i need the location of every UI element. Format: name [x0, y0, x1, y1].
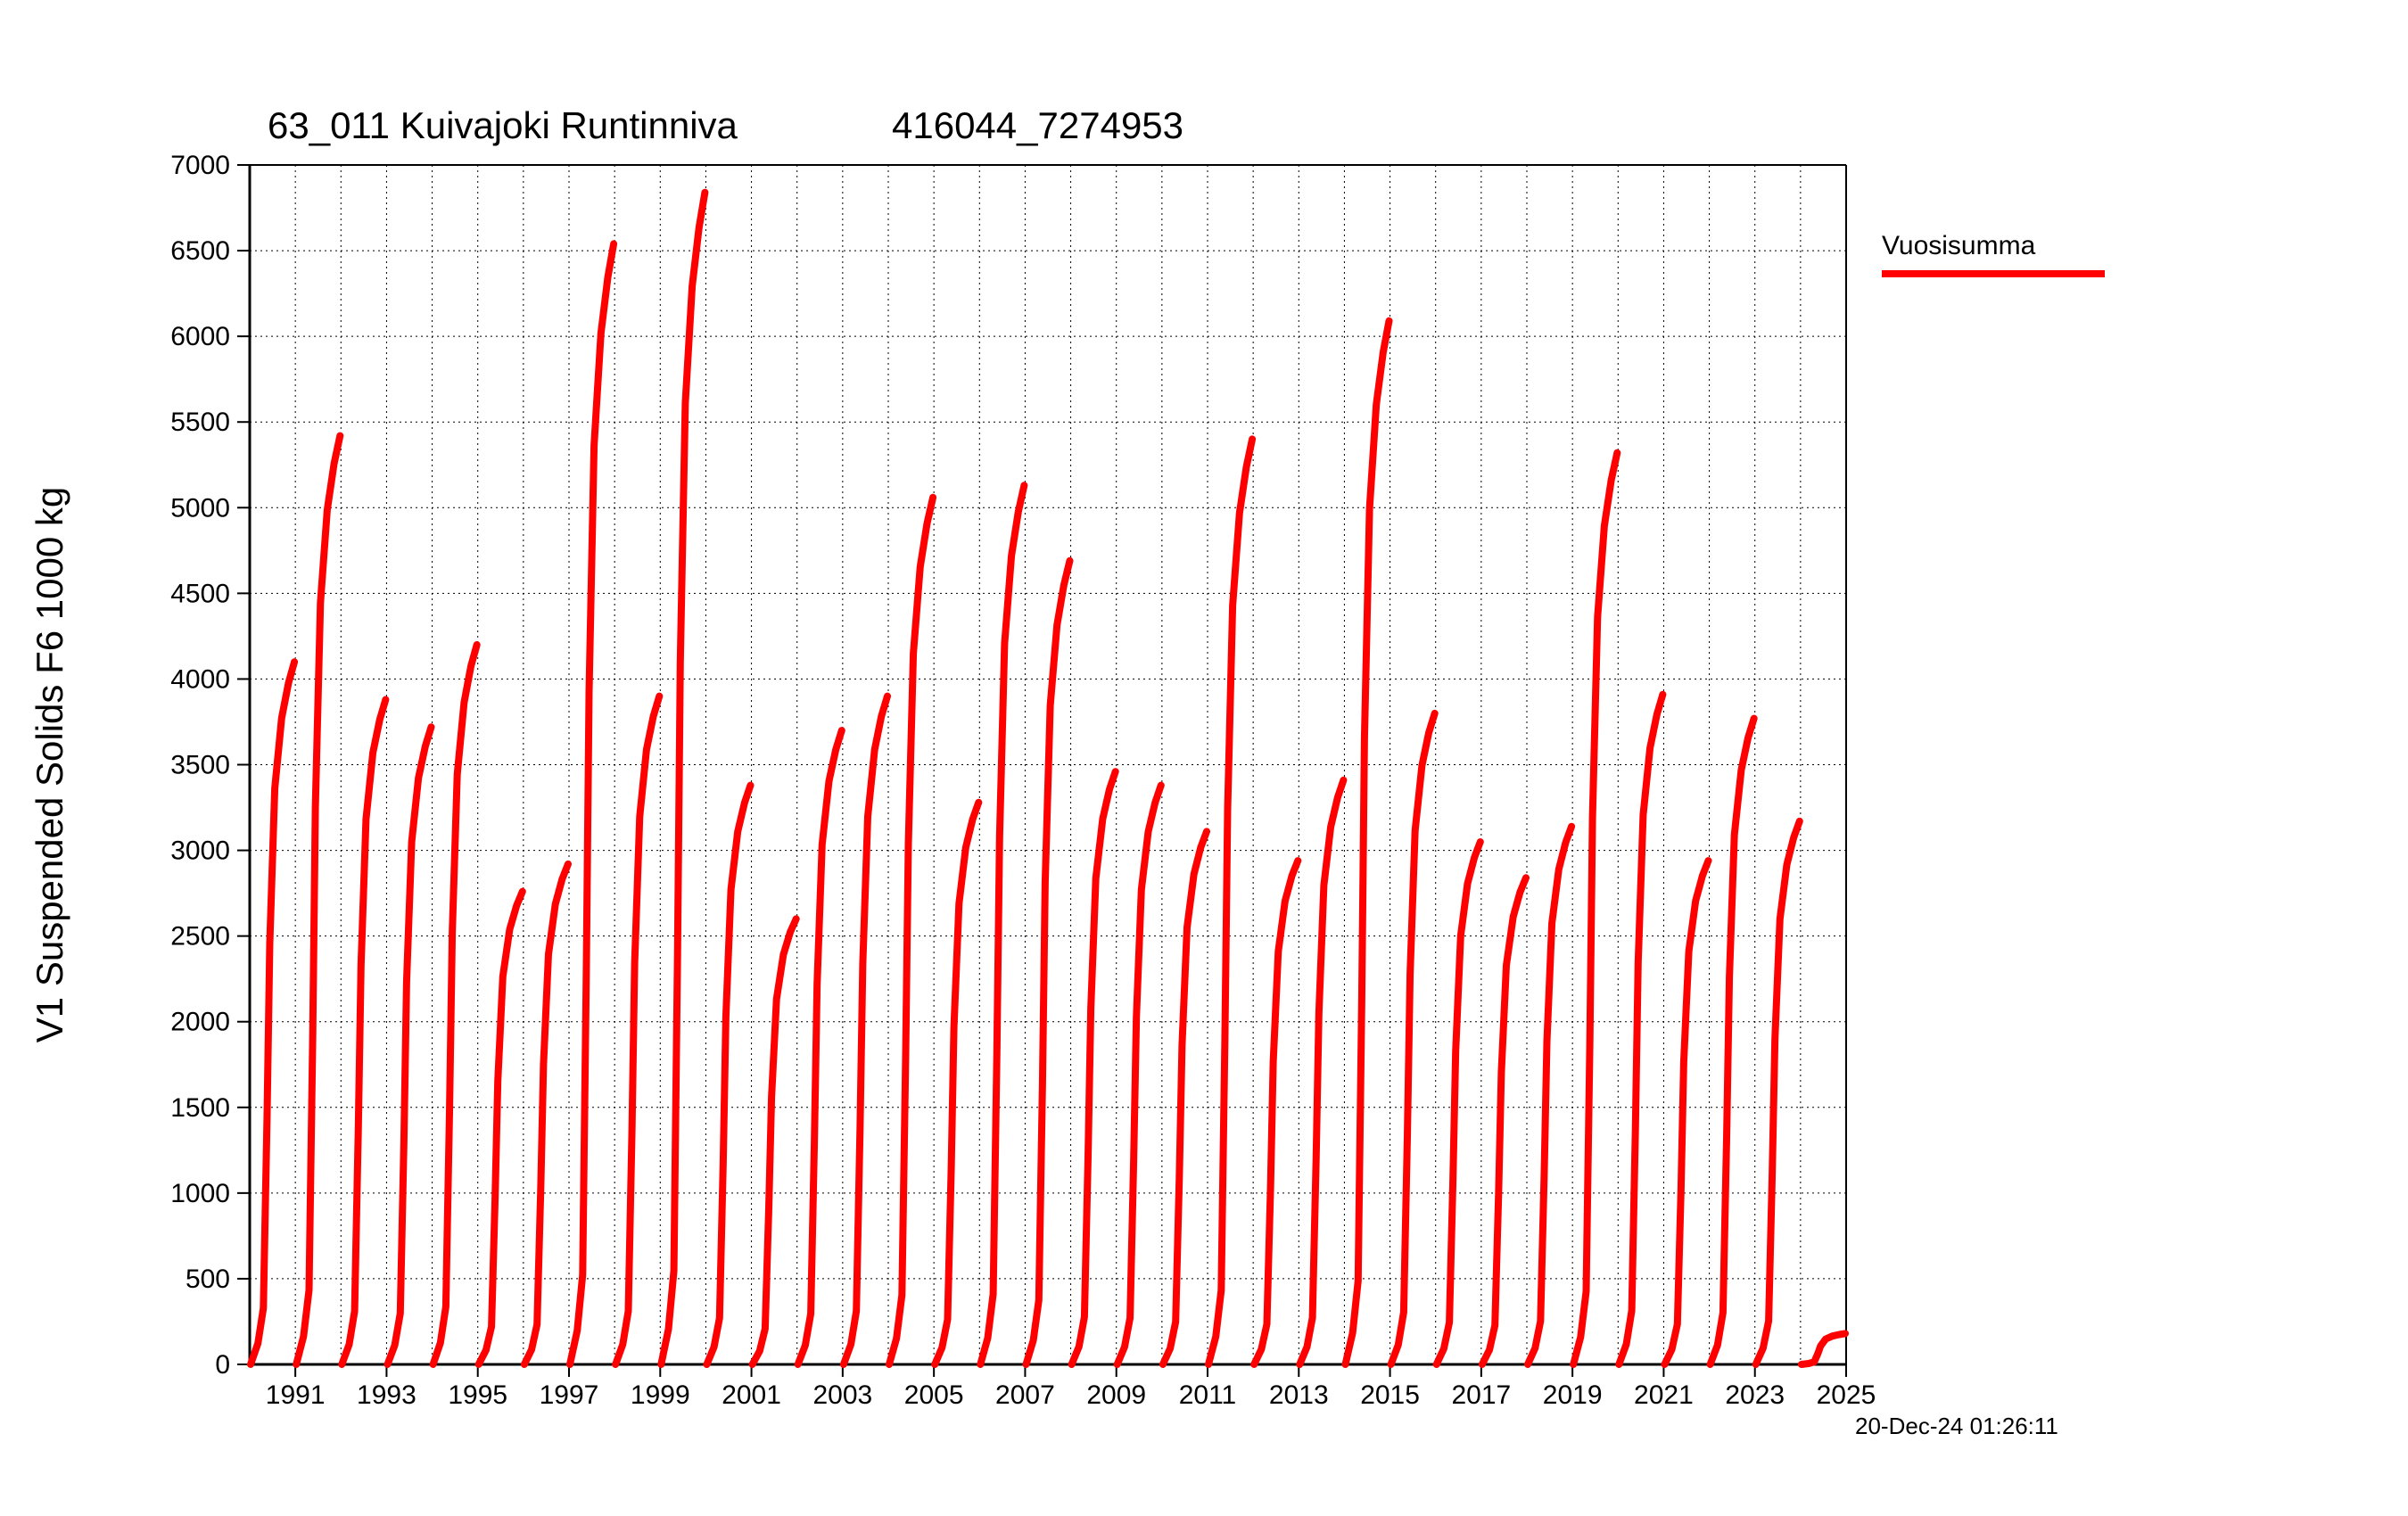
y-tick-label: 5000 [170, 493, 230, 523]
x-tick-label: 2003 [812, 1380, 872, 1410]
legend-label: Vuosisumma [1882, 231, 2036, 260]
x-tick-label: 2025 [1817, 1380, 1876, 1410]
x-tick-label: 2017 [1451, 1380, 1511, 1410]
timestamp-label: 20-Dec-24 01:26:11 [1855, 1413, 2058, 1439]
x-tick-label: 2009 [1086, 1380, 1146, 1410]
y-tick-label: 7000 [170, 151, 230, 180]
x-tick-label: 2007 [995, 1380, 1055, 1410]
x-tick-label: 1997 [540, 1380, 599, 1410]
chart-title-left: 63_011 Kuivajoki Runtinniva [268, 104, 738, 146]
y-tick-label: 500 [186, 1265, 230, 1294]
x-tick-label: 2019 [1543, 1380, 1603, 1410]
y-tick-label: 2500 [170, 922, 230, 952]
y-tick-label: 4000 [170, 664, 230, 694]
chart-svg: 0 500 1000 1500 2000 2500 3000 3500 4000 4500 5000… [0, 0, 2408, 1516]
y-tick-label: 3000 [170, 836, 230, 866]
y-tick-label: 4500 [170, 579, 230, 608]
x-tick-label: 2013 [1269, 1380, 1329, 1410]
y-tick-label: 5500 [170, 408, 230, 437]
x-tick-label: 2023 [1725, 1380, 1785, 1410]
x-tick-label: 1991 [266, 1380, 326, 1410]
y-tick-label: 0 [215, 1350, 230, 1380]
y-tick-label: 6000 [170, 322, 230, 351]
x-tick-label: 2021 [1634, 1380, 1694, 1410]
chart-title-right: 416044_7274953 [892, 104, 1183, 146]
x-tick-label: 2011 [1179, 1380, 1237, 1410]
chart-container: 0 500 1000 1500 2000 2500 3000 3500 4000 4500 5000… [0, 0, 2408, 1516]
y-tick-label: 6500 [170, 236, 230, 266]
x-tick-label: 1993 [357, 1380, 416, 1410]
y-tick-label: 3500 [170, 751, 230, 780]
x-tick-label: 1995 [448, 1380, 507, 1410]
x-tick-label: 2001 [722, 1380, 781, 1410]
y-axis-label: V1 Suspended Solids F6 1000 kg [29, 487, 70, 1042]
x-tick-label: 2005 [904, 1380, 964, 1410]
x-tick-label: 1999 [631, 1380, 690, 1410]
y-tick-label: 1000 [170, 1179, 230, 1208]
y-tick-label: 2000 [170, 1008, 230, 1037]
x-tick-label: 2015 [1360, 1380, 1420, 1410]
y-tick-label: 1500 [170, 1093, 230, 1123]
